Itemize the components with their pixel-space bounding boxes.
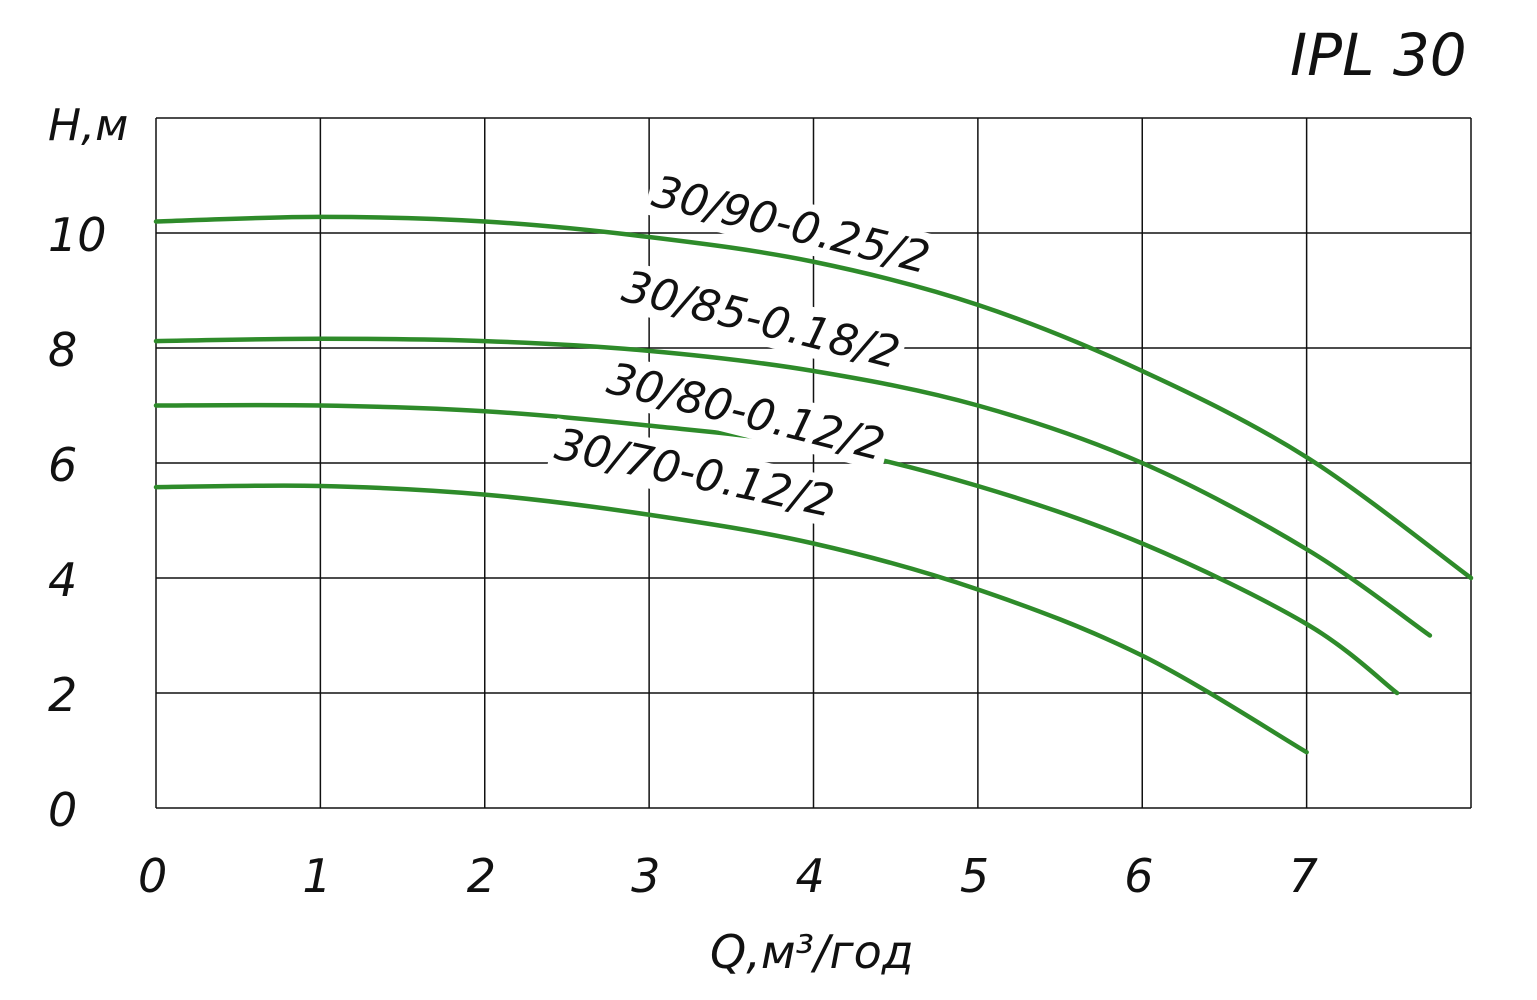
x-tick-label: 0: [138, 849, 167, 903]
x-tick-label: 1: [302, 849, 331, 903]
x-tick-label: 6: [1124, 849, 1153, 903]
y-tick-label: 10: [48, 208, 107, 262]
series-line: [153, 402, 1400, 696]
series-label: 30/90-0.25/2: [647, 166, 934, 284]
chart-title: IPL 30: [1290, 21, 1467, 89]
y-tick-label: 0: [48, 783, 77, 837]
series-line: [153, 214, 1474, 581]
series-label-background: [613, 260, 909, 380]
x-axis-label: Q,м³/год: [710, 925, 914, 979]
x-tick-label: 4: [796, 849, 825, 903]
x-tick-label: 7: [1289, 849, 1318, 903]
x-tick-label: 5: [960, 849, 989, 903]
ticks: 0 1 2 3 4 5 6 7 0 2 4 6 8 10: [48, 208, 1318, 903]
y-tick-label: 2: [48, 668, 77, 722]
series-label-background: [643, 165, 939, 285]
y-tick-label: 4: [48, 553, 77, 607]
x-tick-label: 3: [631, 849, 660, 903]
series-label-background: [598, 352, 894, 472]
y-tick-label: 6: [48, 438, 77, 492]
y-axis-label: Н,м: [48, 100, 128, 151]
series-line: [153, 336, 1433, 638]
series-label-background: [547, 418, 843, 528]
series-line: [153, 483, 1309, 755]
y-tick-label: 8: [48, 323, 77, 377]
x-tick-label: 2: [467, 849, 496, 903]
